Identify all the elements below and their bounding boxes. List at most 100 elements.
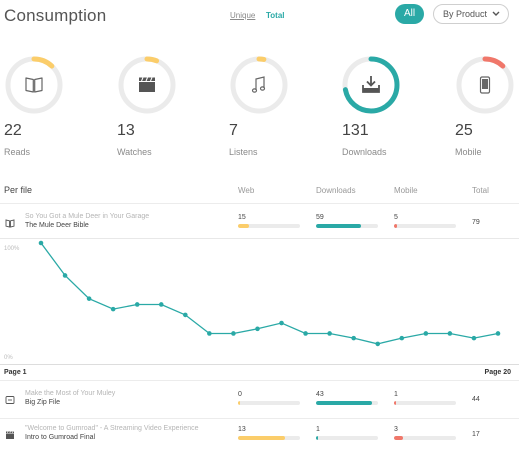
ring-progress [5, 56, 63, 114]
downloads-count: 59 [316, 214, 324, 221]
data-point[interactable] [471, 335, 477, 341]
music-note-icon [251, 76, 266, 93]
toggle-unique[interactable]: Unique [230, 11, 256, 20]
book-icon [25, 77, 43, 93]
bar-fill [394, 224, 398, 228]
by-product-dropdown[interactable]: By Product [433, 4, 509, 24]
data-point[interactable] [134, 302, 140, 307]
file-subtitle: Make the Most of Your Muley [25, 390, 116, 397]
divider [0, 203, 519, 204]
consumption-chart: 100% 0% Page 1 Page 20 [0, 238, 519, 378]
data-point[interactable] [183, 312, 188, 318]
file-subtitle: So You Got a Mule Deer in Your Garage [25, 213, 150, 220]
data-point[interactable] [303, 331, 308, 336]
mobile-count: 1 [394, 391, 398, 398]
stat-label: Downloads [342, 147, 387, 157]
divider [0, 380, 519, 381]
x-end-label: Page 20 [485, 369, 512, 376]
series-line [40, 242, 499, 345]
mobile-phone-icon [479, 76, 491, 94]
total-count: 44 [472, 396, 480, 403]
download-tray-icon [362, 76, 380, 93]
ring-track [230, 56, 288, 114]
clapperboard-icon [5, 430, 15, 440]
file-row[interactable]: So You Got a Mule Deer in Your Garage Th… [0, 209, 519, 243]
stat-label: Watches [117, 147, 152, 157]
ring-progress [456, 56, 514, 114]
total-count: 17 [472, 431, 480, 438]
stat-value: 13 [117, 122, 135, 139]
data-point[interactable] [255, 326, 260, 332]
bar-fill [394, 401, 396, 405]
data-point[interactable] [158, 302, 164, 307]
toggle-total[interactable]: Total [266, 11, 285, 20]
data-point[interactable] [351, 335, 356, 341]
file-name[interactable]: Big Zip File [25, 399, 61, 406]
data-point[interactable] [447, 331, 453, 336]
total-count: 79 [472, 219, 480, 226]
data-point[interactable] [423, 331, 429, 336]
mobile-bar [394, 224, 456, 228]
data-point[interactable] [110, 306, 116, 312]
bar-fill [316, 436, 318, 440]
divider [0, 418, 519, 419]
web-bar [238, 224, 300, 228]
ring-progress [230, 56, 288, 114]
clapperboard-icon [139, 77, 155, 92]
bar-fill [238, 401, 241, 405]
data-point[interactable] [399, 335, 405, 341]
data-point[interactable] [207, 331, 212, 336]
file-name[interactable]: Intro to Gumroad Final [25, 434, 96, 441]
web-bar [238, 401, 300, 405]
bar-fill [316, 401, 372, 405]
file-row[interactable]: Make the Most of Your Muley Big Zip File… [0, 386, 519, 420]
downloads-bar [316, 401, 378, 405]
data-point[interactable] [38, 240, 44, 246]
column-header-web: Web [238, 186, 255, 195]
file-subtitle: "Welcome to Gumroad" - A Streaming Video… [25, 425, 199, 432]
file-row[interactable]: "Welcome to Gumroad" - A Streaming Video… [0, 421, 519, 449]
downloads-ring [341, 55, 401, 115]
stat-label: Reads [4, 147, 31, 157]
column-header-downloads: Downloads [316, 186, 356, 195]
downloads-bar [316, 436, 378, 440]
mobile-count: 3 [394, 426, 398, 433]
stat-value: 25 [455, 122, 473, 139]
column-header-total: Total [472, 186, 489, 195]
mobile-bar [394, 401, 456, 405]
x-start-label: Page 1 [4, 369, 27, 376]
all-button[interactable]: All [395, 4, 424, 24]
data-point[interactable] [495, 331, 501, 336]
per-file-title: Per file [4, 185, 33, 195]
web-count: 15 [238, 214, 246, 221]
stat-label: Listens [229, 147, 258, 157]
y-top-label: 100% [4, 246, 20, 252]
web-count: 13 [238, 426, 246, 433]
data-point[interactable] [231, 331, 236, 336]
ring-progress [342, 56, 400, 114]
bar-fill [316, 224, 361, 228]
web-bar [238, 436, 300, 440]
stat-label: Mobile [455, 147, 482, 157]
watches-ring [117, 55, 177, 115]
bar-fill [394, 436, 404, 440]
header: Consumption Unique Total All By Product [0, 0, 519, 32]
by-product-label: By Product [443, 9, 488, 19]
archive-icon [5, 395, 15, 405]
ring-progress [118, 56, 176, 114]
web-count: 0 [238, 391, 242, 398]
downloads-count: 43 [316, 391, 324, 398]
mobile-ring [455, 55, 515, 115]
downloads-bar [316, 224, 378, 228]
mobile-count: 5 [394, 214, 398, 221]
y-bottom-label: 0% [4, 355, 13, 361]
data-point[interactable] [86, 296, 92, 301]
data-point[interactable] [327, 331, 332, 336]
file-name[interactable]: The Mule Deer Bible [25, 222, 89, 229]
stat-value: 131 [342, 122, 369, 139]
data-point[interactable] [62, 273, 68, 278]
data-point[interactable] [375, 341, 381, 347]
bar-fill [238, 224, 250, 228]
chart-svg: 100% 0% Page 1 Page 20 [0, 238, 519, 376]
data-point[interactable] [279, 320, 284, 326]
